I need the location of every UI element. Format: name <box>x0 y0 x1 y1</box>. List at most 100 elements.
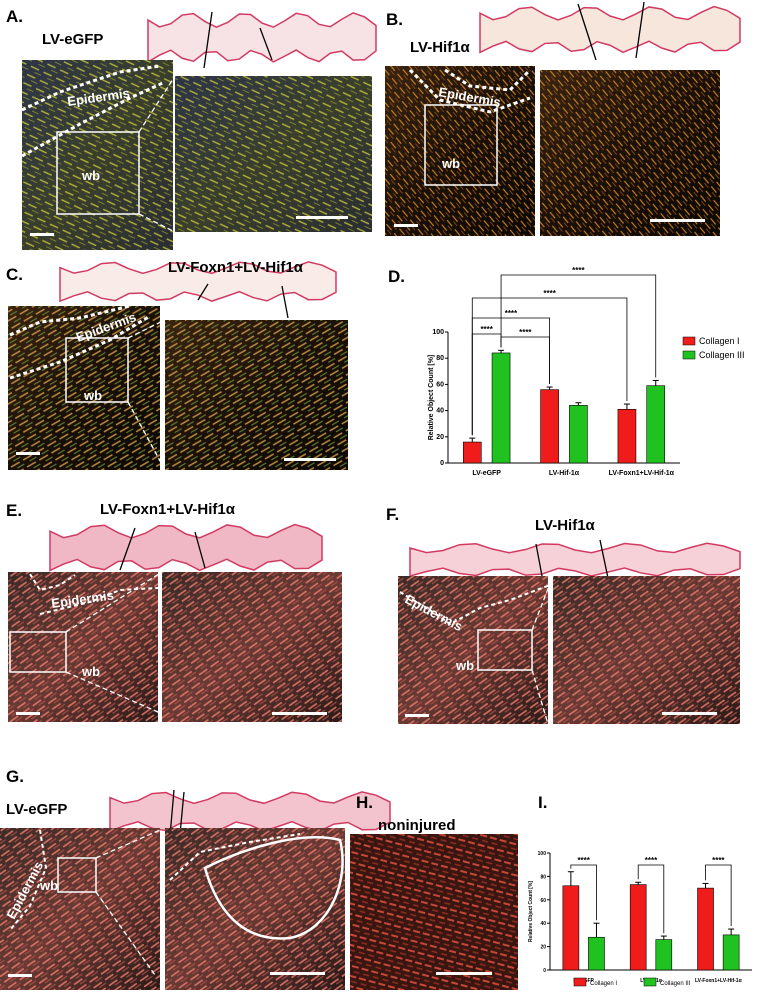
micrograph-fibers <box>553 576 740 724</box>
bar <box>540 389 559 464</box>
y-tick-label: 40 <box>540 921 546 927</box>
scale-bar <box>8 974 32 977</box>
significance-label: **** <box>577 856 590 865</box>
guide-line <box>138 213 176 233</box>
scale-bar <box>16 452 40 455</box>
guide-line <box>531 575 554 631</box>
error-bar <box>652 379 659 386</box>
scale-bar <box>296 216 348 219</box>
y-tick-label: 40 <box>436 408 444 415</box>
legend-swatch <box>682 336 696 346</box>
scale-bar <box>270 972 325 975</box>
significance-label: **** <box>572 266 585 275</box>
boundary <box>444 68 532 92</box>
panel-label: B. <box>386 10 403 29</box>
guide-line <box>194 531 206 569</box>
panel-title: LV-Hif1α <box>410 39 471 56</box>
x-tick-label: LV-Foxn1+LV-Hif-1α <box>695 978 743 984</box>
guide-line <box>281 285 289 319</box>
panel-label: G. <box>6 767 24 786</box>
guide-line <box>635 1 645 59</box>
guide-line <box>127 319 166 339</box>
y-tick-label: 100 <box>538 851 547 857</box>
micrograph-fibers <box>8 306 160 470</box>
tissue-section <box>479 5 741 54</box>
boundary <box>169 833 301 881</box>
error-bar <box>635 881 642 885</box>
panel-label: D. <box>388 267 405 286</box>
tissue-section <box>59 261 337 303</box>
micrograph-fibers <box>175 76 372 232</box>
bar <box>617 408 637 464</box>
bar <box>588 936 605 971</box>
bar <box>722 934 740 971</box>
y-tick-label: 80 <box>540 874 546 880</box>
boundary <box>399 584 551 626</box>
micrographs <box>0 1 741 990</box>
error-bar <box>469 437 476 443</box>
bar <box>569 405 588 464</box>
guide-line <box>65 671 159 713</box>
y-axis-label: Relative Object Count [%] <box>528 881 534 942</box>
lesion-outline <box>203 836 344 940</box>
significance-bracket <box>570 864 597 921</box>
y-tick-label: 0 <box>543 968 546 974</box>
zoom-box <box>57 857 97 893</box>
bar <box>646 385 666 464</box>
scale-bar <box>30 233 54 236</box>
y-tick-label: 80 <box>436 355 444 362</box>
scale-bar <box>394 224 418 227</box>
tissue-tag: wb <box>81 168 100 183</box>
scale-bar <box>405 714 429 717</box>
y-tick-label: 60 <box>540 898 546 904</box>
boundary <box>9 829 48 931</box>
legend-swatch <box>643 977 657 987</box>
panel-label: I. <box>538 793 547 812</box>
tissue-tag: wb <box>81 664 100 679</box>
scale-bar <box>650 219 705 222</box>
bar <box>562 885 580 971</box>
guide-line <box>203 11 213 69</box>
legend-label: Collagen III <box>699 350 745 360</box>
x-tick-label: LV-Hif-1α <box>549 470 580 477</box>
zoom-box <box>9 631 67 673</box>
bar <box>629 884 647 971</box>
panel-label: A. <box>6 7 23 26</box>
panel-title: LV-eGFP <box>6 801 67 818</box>
guide-line <box>127 401 166 471</box>
error-bar <box>567 871 574 886</box>
significance-bracket <box>471 317 550 436</box>
panel-title: LV-eGFP <box>42 31 103 48</box>
bar <box>462 441 482 464</box>
micrograph-fibers <box>22 60 173 250</box>
guide-line <box>138 75 176 133</box>
guide-line <box>259 27 273 61</box>
error-bar <box>546 386 553 390</box>
micrograph-fibers <box>165 828 345 990</box>
bar <box>655 939 673 971</box>
tissue-tag: wb <box>83 388 102 403</box>
micrograph-fibers <box>385 66 535 236</box>
panel-title: noninjured <box>378 817 456 834</box>
y-tick-label: 100 <box>432 329 444 336</box>
micrograph-fibers <box>0 828 160 990</box>
panel-label: C. <box>6 265 23 284</box>
legend-label: Collagen I <box>699 336 740 346</box>
micrograph-fibers <box>165 320 348 470</box>
error-bar <box>623 403 630 410</box>
micrograph-fibers <box>398 576 548 724</box>
guide-line <box>179 791 185 835</box>
tissue-tag: wb <box>39 878 58 893</box>
y-tick-label: 20 <box>540 945 546 951</box>
guide-line <box>535 543 543 577</box>
guide-line <box>599 539 609 579</box>
tissue-section <box>49 523 323 572</box>
x-tick-label: LV-Foxn1+LV-Hif-1α <box>609 470 675 477</box>
bar <box>491 352 511 464</box>
significance-label: **** <box>519 328 532 337</box>
guide-line <box>119 527 136 571</box>
significance-label: **** <box>712 856 725 865</box>
bar <box>697 887 714 971</box>
